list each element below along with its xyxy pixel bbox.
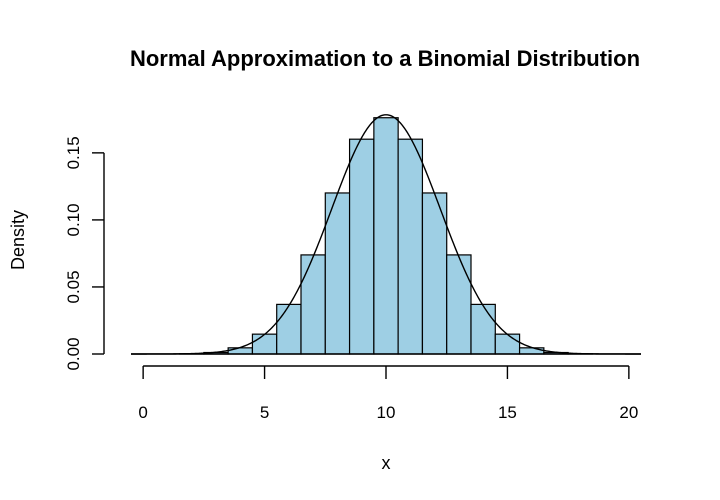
- bar-7: [300, 254, 326, 355]
- chart-title: Normal Approximation to a Binomial Distr…: [130, 46, 640, 71]
- bar-9: [348, 138, 375, 355]
- bar-15: [494, 333, 521, 355]
- x-axis: 0 5 10 15 20: [138, 365, 638, 422]
- x-axis-label: x: [382, 453, 391, 473]
- bar-8: [324, 192, 351, 355]
- x-tick-label-20: 20: [619, 403, 638, 422]
- y-axis: 0.00 0.05 0.10 0.15: [64, 136, 105, 371]
- bar-11: [397, 138, 424, 355]
- bar-4: [227, 347, 254, 355]
- bar-13: [446, 254, 472, 355]
- x-tick-label-10: 10: [377, 403, 396, 422]
- y-tick-label-0.05: 0.05: [64, 270, 83, 303]
- bar-10: [373, 117, 399, 355]
- x-tick-label-5: 5: [260, 403, 269, 422]
- y-tick-label-0.10: 0.10: [64, 203, 83, 236]
- y-tick-label-0.00: 0.00: [64, 337, 83, 370]
- bar-14: [470, 303, 496, 355]
- y-axis-label: Density: [8, 210, 28, 270]
- normal-curve: [131, 114, 641, 355]
- bar-5: [251, 333, 278, 355]
- bar-16: [518, 347, 545, 355]
- x-tick-label-15: 15: [498, 403, 517, 422]
- bar-6: [276, 303, 302, 355]
- y-tick-label-0.15: 0.15: [64, 136, 83, 169]
- x-tick-label-0: 0: [138, 403, 147, 422]
- bars: [178, 117, 594, 355]
